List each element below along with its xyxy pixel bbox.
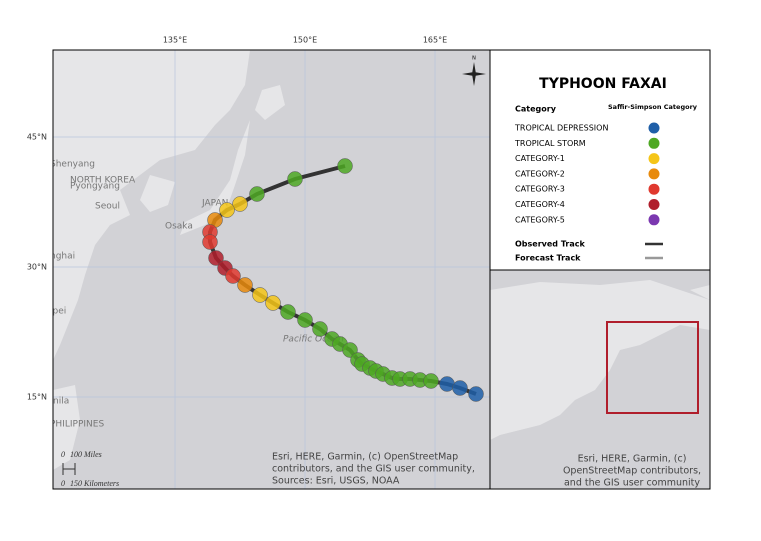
legend-swatch: [648, 214, 660, 226]
track-point: [287, 171, 303, 187]
attribution-line: Sources: Esri, USGS, NOAA: [272, 476, 400, 487]
legend-track-label: Observed Track: [515, 240, 585, 249]
track-point: [232, 196, 248, 212]
longitude-label: 135°E: [163, 36, 187, 45]
track-point: [202, 234, 218, 250]
track-point: [237, 277, 253, 293]
track-point: [219, 202, 235, 218]
place-label: Shenyang: [50, 160, 95, 170]
land-japan: [180, 85, 285, 235]
latitude-label: 15°N: [27, 393, 47, 402]
track-point: [280, 304, 296, 320]
scale-label: 150 Kilometers: [70, 479, 119, 488]
legend-label: CATEGORY-3: [515, 185, 565, 194]
place-label: Osaka: [165, 222, 193, 232]
svg-text:N: N: [472, 56, 476, 62]
place-label: Pyongyang: [70, 182, 120, 192]
inset-attribution-line: and the GIS user community: [564, 478, 700, 489]
land-asia: [53, 50, 250, 360]
legend-title: TYPHOON FAXAI: [539, 76, 667, 92]
scale-bar: 0 100 Miles 0 150 Kilometers: [61, 450, 119, 488]
legend-label: TROPICAL DEPRESSION: [514, 124, 608, 133]
track-point: [265, 295, 281, 311]
track-point: [208, 250, 224, 266]
legend-label: TROPICAL STORM: [514, 139, 586, 148]
inset-attribution-line: Esri, HERE, Garmin, (c): [578, 454, 687, 465]
inset-land: [490, 280, 710, 440]
track-point: [468, 386, 484, 402]
track-point: [252, 287, 268, 303]
legend-swatch: [648, 199, 660, 210]
land-korea: [140, 175, 175, 212]
track-point: [439, 376, 455, 392]
longitude-label: 150°E: [293, 36, 317, 45]
inset-land: [690, 285, 710, 300]
north-arrow: N: [462, 56, 486, 86]
track-point: [337, 158, 353, 174]
place-label: NORTH KOREA: [70, 176, 136, 186]
track-point: [452, 380, 468, 396]
legend-swatch: [648, 183, 660, 195]
extent-box: [606, 321, 699, 414]
inset-map: Esri, HERE, Garmin, (c)OpenStreetMap con…: [490, 270, 710, 489]
legend-swatch: [648, 137, 660, 149]
place-label: ipei: [50, 307, 66, 317]
track-point: [249, 186, 265, 202]
inset-frame: [489, 269, 711, 490]
place-label: Pacific Ocean: [283, 335, 344, 345]
legend-header: Saffir-Simpson Category: [608, 103, 698, 111]
legend-swatch: [648, 168, 660, 180]
legend-label: CATEGORY-2: [515, 169, 565, 178]
place-label: nghai: [50, 252, 75, 262]
scale-label: 0: [61, 450, 65, 459]
legend-swatch: [648, 122, 660, 134]
latitude-label: 45°N: [27, 133, 47, 142]
legend-track-label: Forecast Track: [515, 254, 581, 263]
track-point: [225, 268, 241, 284]
track-point: [423, 373, 439, 389]
attribution: Esri, HERE, Garmin, (c) OpenStreetMapcon…: [272, 452, 475, 487]
longitude-label: 165°E: [423, 36, 447, 45]
legend-label: CATEGORY-1: [515, 154, 565, 163]
place-label: Seoul: [95, 202, 120, 212]
land-philippines: [53, 385, 80, 470]
legend-label: CATEGORY-4: [515, 200, 565, 209]
place-label: PHILIPPINES: [50, 420, 104, 430]
place-label: nila: [53, 397, 69, 407]
place-label: JAPAN: [201, 199, 228, 209]
legend-swatch: [648, 153, 660, 165]
track-point: [312, 321, 328, 337]
scale-label: 0: [61, 479, 65, 488]
latitude-label: 30°N: [27, 263, 47, 272]
legend-label: CATEGORY-5: [515, 215, 565, 224]
attribution-line: contributors, and the GIS user community…: [272, 464, 475, 475]
legend-panel: [489, 49, 711, 271]
scale-label: 100 Miles: [70, 450, 102, 459]
inset-attribution-line: OpenStreetMap contributors,: [563, 466, 701, 477]
attribution-line: Esri, HERE, Garmin, (c) OpenStreetMap: [272, 452, 458, 463]
track-point: [297, 312, 313, 328]
legend-header: Category: [515, 105, 557, 114]
